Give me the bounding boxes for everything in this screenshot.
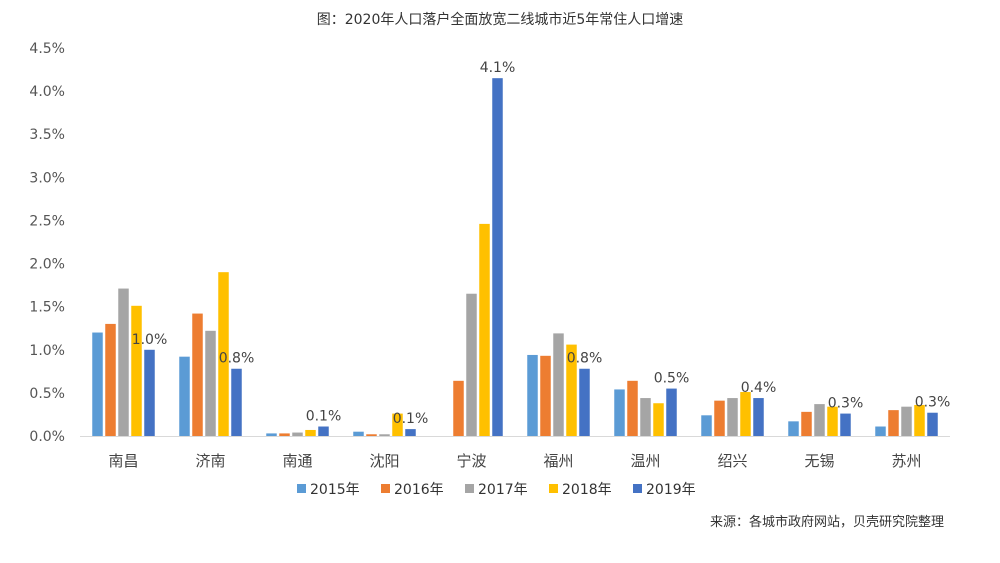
bar — [353, 431, 364, 436]
data-label: 0.8% — [219, 351, 255, 367]
y-tick-label: 1.5% — [29, 300, 65, 316]
chart-title: 图：2020年人口落户全面放宽二线城市近5年常住人口增速 — [317, 11, 684, 28]
bar — [614, 389, 625, 436]
bar — [901, 406, 912, 436]
bar — [466, 293, 477, 436]
legend-swatch — [297, 484, 306, 493]
y-tick-label: 4.0% — [29, 84, 65, 100]
y-tick-label: 1.0% — [29, 343, 65, 359]
y-tick-label: 3.5% — [29, 127, 65, 143]
legend-swatch — [633, 484, 642, 493]
bar — [727, 398, 738, 436]
data-label: 0.8% — [567, 351, 603, 367]
data-label: 0.3% — [828, 396, 864, 412]
bar — [266, 433, 277, 436]
bar — [566, 344, 577, 436]
bar — [527, 354, 538, 436]
bar — [479, 223, 490, 436]
category-label: 无锡 — [804, 452, 834, 470]
category-label: 沈阳 — [369, 452, 399, 470]
bar — [788, 421, 799, 436]
bars — [92, 78, 938, 436]
bar — [205, 330, 216, 436]
category-label: 南昌 — [108, 452, 138, 470]
legend: 2015年 2016年 2017年 2018年 2019年 — [297, 482, 696, 498]
bar — [92, 332, 103, 436]
bar — [753, 398, 764, 436]
bar — [144, 349, 155, 436]
bar — [827, 406, 838, 436]
y-tick-label: 2.5% — [29, 213, 65, 229]
bar — [218, 272, 229, 436]
bar — [888, 410, 899, 436]
legend-swatch — [549, 484, 558, 493]
bar — [740, 392, 751, 436]
data-label: 0.4% — [741, 380, 777, 396]
category-label: 苏州 — [891, 452, 921, 470]
bar — [305, 429, 316, 436]
bar — [279, 433, 290, 436]
bar — [379, 434, 390, 436]
category-label: 宁波 — [456, 452, 486, 470]
bar — [392, 413, 403, 436]
y-tick-label: 0.5% — [29, 386, 65, 402]
chart-source: 来源：各城市政府网站，贝壳研究院整理 — [710, 514, 944, 530]
data-label: 0.1% — [306, 409, 342, 425]
bar — [192, 313, 203, 436]
bar — [579, 368, 590, 436]
bar — [553, 333, 564, 436]
bar — [653, 403, 664, 436]
data-label: 0.3% — [915, 395, 951, 411]
y-tick-label: 4.5% — [29, 41, 65, 57]
y-tick-label: 3.0% — [29, 170, 65, 186]
category-label: 福州 — [543, 452, 573, 470]
legend-label: 2019年 — [646, 482, 696, 498]
legend-label: 2018年 — [562, 482, 612, 498]
bar — [453, 380, 464, 436]
legend-swatch — [465, 484, 474, 493]
legend-label: 2015年 — [310, 482, 360, 498]
bar — [366, 434, 377, 436]
bar — [640, 398, 651, 436]
bar — [875, 426, 886, 436]
legend-label: 2017年 — [478, 482, 528, 498]
category-label: 南通 — [282, 452, 312, 470]
bar — [714, 400, 725, 436]
bar — [105, 323, 116, 436]
category-label: 济南 — [195, 452, 225, 470]
bar — [292, 432, 303, 436]
data-labels: 1.0% 0.8% 0.1% 0.1% 4.1% 0.8% 0.5% 0.4% 0.3% 0.3% — [132, 60, 951, 427]
x-axis: 南昌 济南 南通 沈阳 宁波 福州 温州 绍兴 无锡 苏州 — [80, 436, 950, 470]
bar — [801, 411, 812, 436]
bar — [405, 429, 416, 436]
y-axis: 0.0% 0.5% 1.0% 1.5% 2.0% 2.5% 3.0% 3.5% 4.0% 4.5% — [29, 41, 65, 445]
bar — [231, 368, 242, 436]
bar — [927, 412, 938, 436]
bar — [814, 404, 825, 436]
bar — [914, 404, 925, 436]
bar — [627, 380, 638, 436]
data-label: 4.1% — [480, 60, 516, 76]
bar — [540, 355, 551, 436]
bar — [118, 288, 129, 436]
y-tick-label: 0.0% — [29, 429, 65, 445]
bar — [492, 78, 503, 436]
legend-swatch — [381, 484, 390, 493]
data-label: 0.5% — [654, 371, 690, 387]
category-label: 绍兴 — [717, 452, 747, 470]
legend-label: 2016年 — [394, 482, 444, 498]
bar — [318, 426, 329, 436]
data-label: 1.0% — [132, 332, 168, 348]
category-label: 温州 — [630, 452, 660, 470]
bar — [666, 388, 677, 436]
bar — [840, 413, 851, 436]
y-tick-label: 2.0% — [29, 257, 65, 273]
bar — [701, 415, 712, 436]
bar — [131, 305, 142, 436]
data-label: 0.1% — [393, 411, 429, 427]
bar — [179, 356, 190, 436]
